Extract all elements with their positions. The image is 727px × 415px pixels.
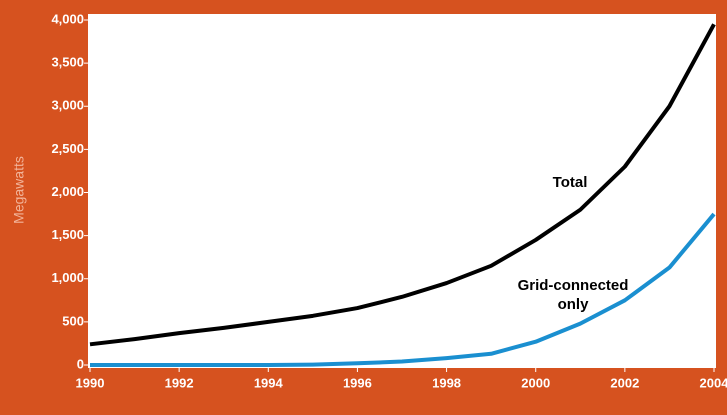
x-tick-label: 2004	[700, 375, 727, 390]
y-tick-label: 2,000	[51, 184, 84, 199]
y-axis-label: Megawatts	[11, 156, 27, 224]
y-tick-label: 1,500	[51, 227, 84, 242]
x-tick-label: 1992	[165, 375, 194, 390]
x-tick-label: 2000	[521, 375, 550, 390]
y-tick-label: 3,500	[51, 55, 84, 70]
series-label: Total	[553, 174, 588, 191]
x-tick-label: 1996	[343, 375, 372, 390]
y-tick-label: 4,000	[51, 11, 84, 26]
y-tick-label: 3,000	[51, 98, 84, 113]
y-tick-label: 1,000	[51, 270, 84, 285]
series-label: Grid-connected only	[517, 277, 629, 313]
series-line	[89, 23, 716, 347]
series-line	[90, 212, 716, 367]
y-tick-label: 2,500	[51, 141, 84, 156]
x-tick-label: 1998	[432, 375, 461, 390]
plot-area	[88, 14, 716, 368]
y-tick-label: 0	[77, 356, 84, 371]
x-tick-label: 1994	[254, 375, 284, 390]
x-tick-label: 1990	[76, 375, 105, 390]
x-tick-label: 2002	[610, 375, 639, 390]
y-tick-label: 500	[62, 313, 84, 328]
